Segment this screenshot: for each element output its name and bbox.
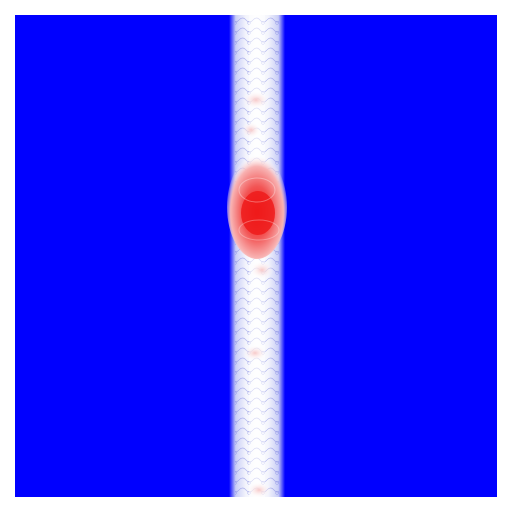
heatmap-svg: [15, 15, 497, 497]
hot-spot-ripple: [238, 219, 280, 241]
hot-spot-ripple: [238, 177, 276, 203]
pink-spot: [241, 122, 261, 138]
heatmap-field: [15, 15, 497, 497]
hot-spot-core: [241, 191, 275, 235]
pink-spot: [247, 482, 271, 497]
pink-spot: [250, 261, 274, 279]
pink-spot: [242, 91, 270, 109]
pink-spot: [243, 345, 267, 361]
